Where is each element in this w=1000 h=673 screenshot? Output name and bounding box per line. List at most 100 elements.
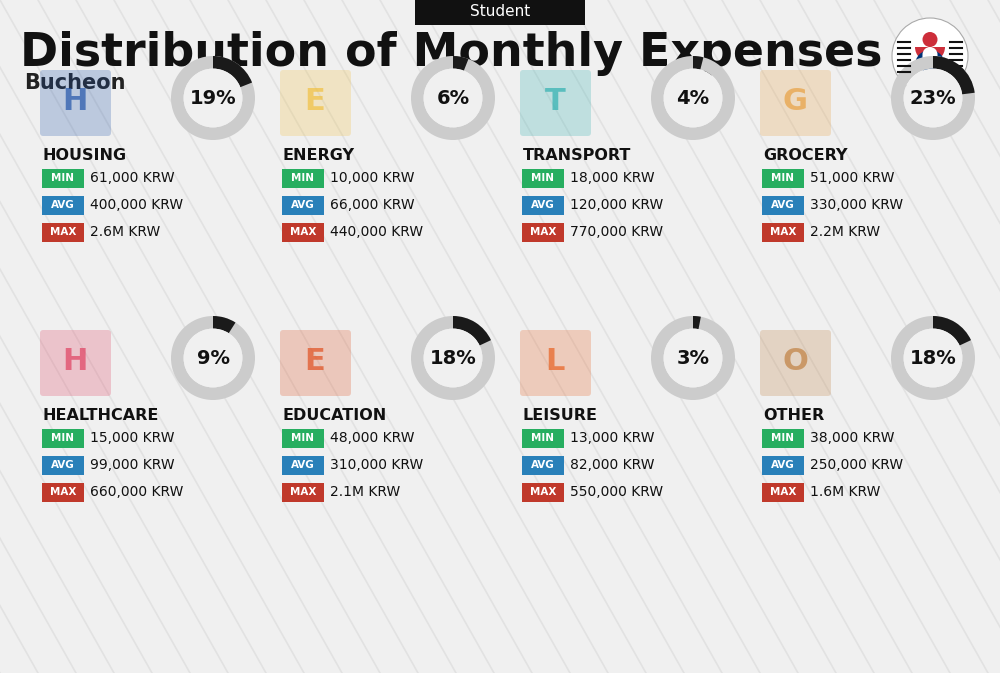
Text: EDUCATION: EDUCATION — [283, 408, 387, 423]
FancyBboxPatch shape — [522, 223, 564, 242]
Text: H: H — [62, 87, 88, 116]
Text: 18%: 18% — [910, 349, 956, 367]
Circle shape — [184, 69, 242, 127]
Wedge shape — [213, 316, 236, 333]
Text: 19%: 19% — [190, 89, 236, 108]
Circle shape — [922, 65, 938, 80]
Wedge shape — [693, 56, 703, 69]
FancyBboxPatch shape — [762, 456, 804, 474]
Circle shape — [424, 328, 482, 388]
Circle shape — [922, 32, 938, 47]
Wedge shape — [933, 56, 975, 94]
FancyBboxPatch shape — [520, 70, 591, 136]
Text: 660,000 KRW: 660,000 KRW — [90, 485, 183, 499]
Text: G: G — [782, 87, 808, 116]
FancyBboxPatch shape — [42, 195, 84, 215]
Text: 48,000 KRW: 48,000 KRW — [330, 431, 415, 445]
FancyBboxPatch shape — [762, 483, 804, 501]
Text: 250,000 KRW: 250,000 KRW — [810, 458, 903, 472]
Circle shape — [904, 69, 962, 127]
Text: 15,000 KRW: 15,000 KRW — [90, 431, 175, 445]
Wedge shape — [651, 56, 735, 140]
Text: MIN: MIN — [52, 433, 74, 443]
Circle shape — [922, 50, 938, 65]
Circle shape — [184, 328, 242, 388]
Text: 6%: 6% — [436, 89, 470, 108]
FancyBboxPatch shape — [522, 456, 564, 474]
FancyBboxPatch shape — [760, 330, 831, 396]
Text: HEALTHCARE: HEALTHCARE — [43, 408, 159, 423]
Text: 99,000 KRW: 99,000 KRW — [90, 458, 175, 472]
Wedge shape — [411, 316, 495, 400]
Text: AVG: AVG — [51, 200, 75, 210]
FancyBboxPatch shape — [40, 70, 111, 136]
FancyBboxPatch shape — [282, 456, 324, 474]
Text: MAX: MAX — [50, 227, 76, 237]
FancyBboxPatch shape — [42, 429, 84, 448]
Text: MAX: MAX — [530, 487, 556, 497]
FancyBboxPatch shape — [522, 429, 564, 448]
FancyBboxPatch shape — [282, 483, 324, 501]
Text: 51,000 KRW: 51,000 KRW — [810, 171, 895, 185]
Text: AVG: AVG — [771, 200, 795, 210]
Text: 13,000 KRW: 13,000 KRW — [570, 431, 654, 445]
Text: Bucheon: Bucheon — [24, 73, 126, 93]
Text: 38,000 KRW: 38,000 KRW — [810, 431, 895, 445]
Wedge shape — [933, 316, 971, 345]
Text: 550,000 KRW: 550,000 KRW — [570, 485, 663, 499]
FancyBboxPatch shape — [522, 195, 564, 215]
Circle shape — [664, 328, 722, 388]
Wedge shape — [171, 316, 255, 400]
Text: MAX: MAX — [530, 227, 556, 237]
FancyBboxPatch shape — [42, 223, 84, 242]
Text: 18,000 KRW: 18,000 KRW — [570, 171, 655, 185]
Text: Distribution of Monthly Expenses: Distribution of Monthly Expenses — [20, 30, 882, 75]
Circle shape — [424, 69, 482, 127]
Text: 330,000 KRW: 330,000 KRW — [810, 198, 903, 212]
FancyBboxPatch shape — [415, 0, 585, 25]
Text: AVG: AVG — [291, 200, 315, 210]
Wedge shape — [693, 316, 701, 329]
Text: MAX: MAX — [290, 487, 316, 497]
FancyBboxPatch shape — [280, 330, 351, 396]
Text: MIN: MIN — [532, 433, 554, 443]
Text: MIN: MIN — [532, 173, 554, 183]
Text: L: L — [545, 347, 565, 376]
Text: MIN: MIN — [52, 173, 74, 183]
Text: 770,000 KRW: 770,000 KRW — [570, 225, 663, 239]
Text: GROCERY: GROCERY — [763, 148, 848, 163]
Circle shape — [904, 328, 962, 388]
Text: 66,000 KRW: 66,000 KRW — [330, 198, 415, 212]
Wedge shape — [915, 50, 945, 65]
FancyBboxPatch shape — [42, 456, 84, 474]
FancyBboxPatch shape — [282, 429, 324, 448]
FancyBboxPatch shape — [282, 168, 324, 188]
Text: 1.6M KRW: 1.6M KRW — [810, 485, 880, 499]
Wedge shape — [171, 56, 255, 140]
Text: MIN: MIN — [292, 173, 314, 183]
FancyBboxPatch shape — [762, 429, 804, 448]
Text: AVG: AVG — [51, 460, 75, 470]
Text: MAX: MAX — [770, 227, 796, 237]
Text: 23%: 23% — [910, 89, 956, 108]
Wedge shape — [213, 56, 252, 87]
Text: 9%: 9% — [196, 349, 230, 367]
Text: 2.6M KRW: 2.6M KRW — [90, 225, 160, 239]
Text: AVG: AVG — [291, 460, 315, 470]
Text: 4%: 4% — [676, 89, 710, 108]
Text: Student: Student — [470, 3, 530, 18]
Text: 61,000 KRW: 61,000 KRW — [90, 171, 175, 185]
Text: LEISURE: LEISURE — [523, 408, 598, 423]
FancyBboxPatch shape — [42, 483, 84, 501]
Text: AVG: AVG — [531, 460, 555, 470]
Text: MAX: MAX — [770, 487, 796, 497]
Text: ENERGY: ENERGY — [283, 148, 355, 163]
FancyBboxPatch shape — [40, 330, 111, 396]
FancyBboxPatch shape — [42, 168, 84, 188]
Circle shape — [922, 47, 938, 62]
FancyBboxPatch shape — [762, 168, 804, 188]
Wedge shape — [891, 56, 975, 140]
Text: 3%: 3% — [676, 349, 710, 367]
Text: MIN: MIN — [772, 433, 794, 443]
Text: 120,000 KRW: 120,000 KRW — [570, 198, 663, 212]
